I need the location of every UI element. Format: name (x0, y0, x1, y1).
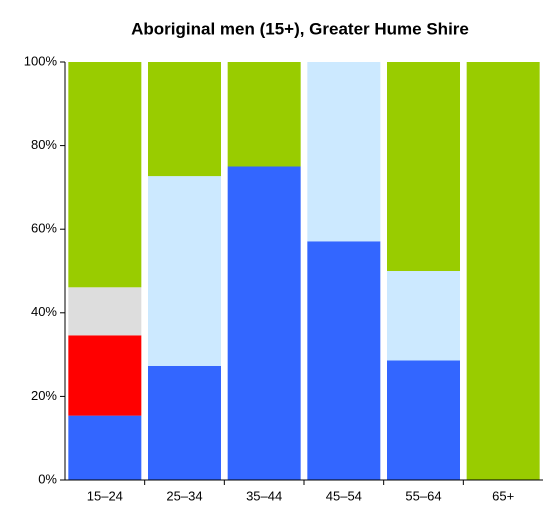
bar-segment (68, 415, 142, 480)
bar-segment (68, 287, 142, 336)
x-tick-label: 55–64 (405, 488, 441, 503)
bar-segment (307, 62, 381, 242)
y-tick-label: 100% (24, 53, 58, 68)
bar-segment (466, 62, 540, 480)
x-tick-label: 65+ (492, 488, 514, 503)
y-tick-label: 80% (31, 137, 57, 152)
bar-segment (148, 365, 221, 480)
x-tick-label: 35–44 (246, 488, 282, 503)
bar-segment (387, 271, 460, 361)
x-tick-label: 25–34 (166, 488, 202, 503)
bar-segment (148, 62, 221, 177)
bar-segment (68, 335, 142, 416)
y-tick-label: 20% (31, 388, 57, 403)
bar-segment (307, 241, 381, 480)
x-tick-label: 15–24 (87, 488, 123, 503)
bar-segment (227, 62, 301, 167)
bar-segment (387, 62, 460, 271)
bar-segment (148, 176, 221, 366)
y-tick-label: 60% (31, 221, 57, 236)
y-tick-label: 0% (38, 471, 57, 486)
bar-segment (387, 360, 460, 480)
y-tick-label: 40% (31, 304, 57, 319)
x-tick-label: 45–54 (326, 488, 362, 503)
chart-title: Aboriginal men (15+), Greater Hume Shire (131, 19, 469, 38)
bar-segment (68, 62, 142, 288)
bar-segment (227, 166, 301, 480)
